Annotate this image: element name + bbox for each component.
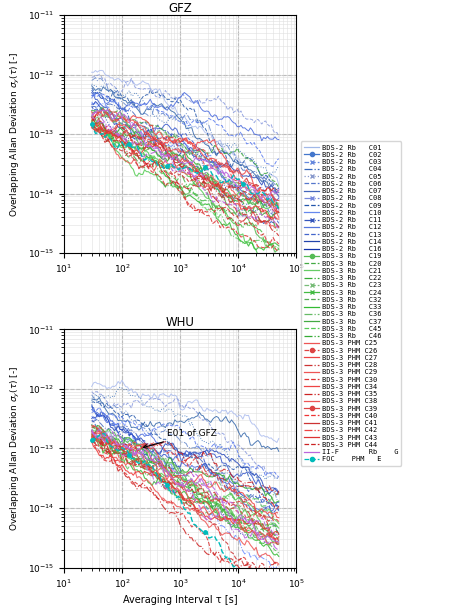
Y-axis label: Overlapping Allan Deviation $\sigma_y(\tau)$ [-]: Overlapping Allan Deviation $\sigma_y(\t…: [9, 52, 22, 217]
Y-axis label: Overlapping Allan Deviation $\sigma_y(\tau)$ [-]: Overlapping Allan Deviation $\sigma_y(\t…: [9, 366, 22, 531]
Title: GFZ: GFZ: [168, 2, 192, 15]
Title: WHU: WHU: [166, 316, 194, 330]
X-axis label: Averaging Interval τ [s]: Averaging Interval τ [s]: [123, 595, 237, 605]
Legend: BDS-2 Rb   C01, BDS-2 Rb   C02, BDS-2 Rb   C03, BDS-2 Rb   C04, BDS-2 Rb   C05, : BDS-2 Rb C01, BDS-2 Rb C02, BDS-2 Rb C03…: [301, 141, 401, 466]
Text: E01 of GFZ: E01 of GFZ: [144, 429, 217, 448]
